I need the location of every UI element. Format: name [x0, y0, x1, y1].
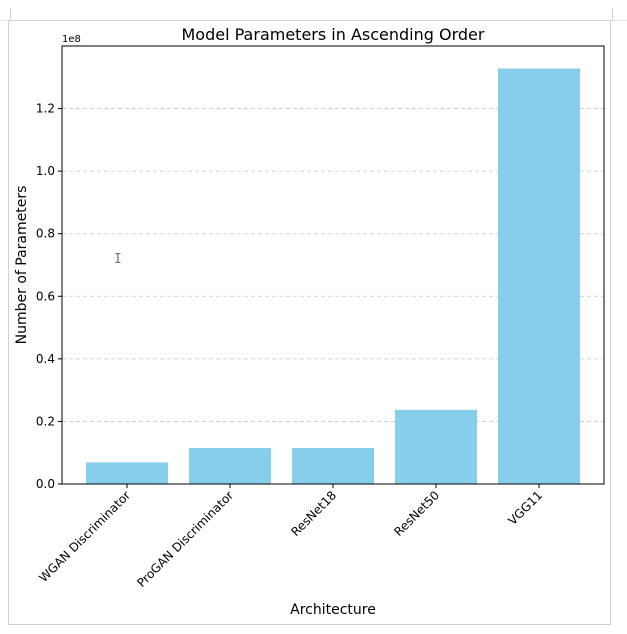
- bar-resnet18: [292, 448, 374, 484]
- y-scale-label: 1e8: [62, 34, 81, 45]
- y-tick-label: 1.0: [36, 164, 55, 178]
- y-tick-layer: 0.0 0.2 0.4 0.6 0.8 1.0 1.2: [36, 102, 62, 491]
- x-tick-label: WGAN Discriminator: [36, 488, 133, 585]
- bar-vgg11: [498, 68, 580, 485]
- y-tick-label: 0.4: [36, 352, 55, 366]
- bar-resnet50: [395, 409, 477, 484]
- y-tick-label: 0.8: [36, 227, 55, 241]
- tick-mark: [612, 8, 613, 20]
- x-tick-label: ResNet18: [288, 488, 339, 539]
- bar-wgan-discriminator: [86, 462, 168, 484]
- y-tick-label: 0.6: [36, 289, 55, 303]
- x-tick-label: VGG11: [505, 488, 545, 528]
- y-tick-label: 0.2: [36, 414, 55, 428]
- x-tick-layer: WGAN Discriminator ProGAN Discriminator Re…: [36, 484, 545, 590]
- y-tick-label: 0.0: [36, 477, 55, 491]
- text-cursor-icon: I: [114, 252, 122, 267]
- corner-mark: [0, 8, 11, 20]
- x-tick-label: ProGAN Discriminator: [134, 488, 236, 590]
- x-axis-label: Architecture: [290, 602, 376, 618]
- bar-layer: [86, 68, 580, 485]
- y-tick-label: 1.2: [36, 102, 55, 116]
- chart-title: Model Parameters in Ascending Order: [182, 25, 485, 44]
- y-axis-label: Number of Parameters: [14, 186, 30, 345]
- x-tick-label: ResNet50: [391, 488, 442, 539]
- bar-progan-discriminator: [189, 448, 271, 484]
